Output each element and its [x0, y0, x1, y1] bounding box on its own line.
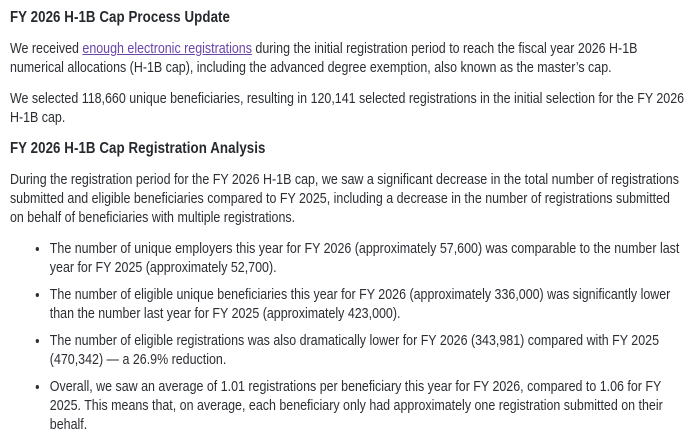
paragraph-analysis-intro: During the registration period for the F… [9, 171, 679, 226]
list-item-eligible-registrations: The number of eligible registrations was… [48, 331, 686, 369]
list-item-average-registrations: Overall, we saw an average of 1.01 regis… [48, 377, 686, 434]
heading-registration-analysis: FY 2026 H-1B Cap Registration Analysis [9, 140, 266, 157]
paragraph-received-registrations: We received enough electronic registrati… [10, 39, 686, 77]
text-before-link: We received [9, 40, 83, 57]
list-item-unique-employers: The number of unique employers this year… [48, 239, 686, 277]
analysis-bullet-list: The number of unique employers this year… [10, 239, 686, 434]
heading-process-update: FY 2026 H-1B Cap Process Update [9, 9, 231, 26]
list-item-eligible-beneficiaries: The number of eligible unique beneficiar… [48, 285, 686, 323]
paragraph-selected-beneficiaries: We selected 118,660 unique beneficiaries… [9, 90, 685, 126]
text-after-link: during the initial registration period t… [9, 40, 638, 76]
enough-electronic-registrations-link[interactable]: enough electronic registrations [82, 40, 252, 57]
